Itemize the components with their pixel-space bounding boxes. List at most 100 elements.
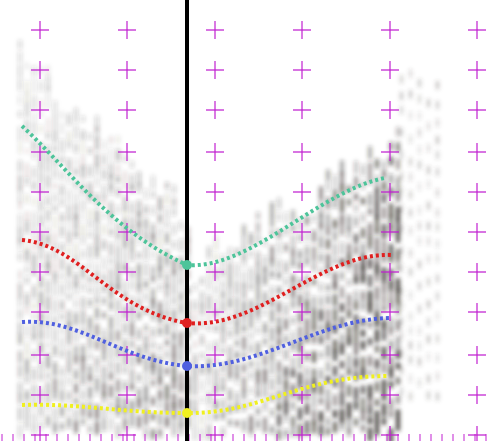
striation <box>312 393 316 409</box>
striation <box>53 361 57 377</box>
striation <box>95 262 99 275</box>
striation <box>382 251 386 263</box>
striation <box>158 213 162 224</box>
striation <box>409 249 412 258</box>
striation <box>158 326 162 336</box>
striation <box>256 359 260 376</box>
striation <box>312 309 316 323</box>
striation <box>67 322 71 339</box>
striation <box>347 402 351 419</box>
striation <box>158 313 162 324</box>
striation <box>361 397 365 412</box>
striation <box>418 206 421 215</box>
striation <box>418 260 421 269</box>
striation <box>436 254 439 263</box>
striation <box>375 215 379 226</box>
striation <box>284 349 288 360</box>
striation <box>277 402 281 412</box>
striation <box>165 232 169 244</box>
striation <box>67 417 71 429</box>
striation <box>172 258 176 275</box>
striation <box>102 285 106 293</box>
striation <box>249 360 253 368</box>
striation <box>305 351 309 361</box>
striation <box>298 294 302 308</box>
striation <box>60 139 64 154</box>
striation <box>396 302 400 316</box>
striation <box>74 299 78 309</box>
striation <box>319 424 323 437</box>
striation <box>81 356 85 373</box>
striation <box>123 420 127 431</box>
striation <box>396 142 400 152</box>
striation <box>256 327 260 334</box>
striation <box>193 283 197 291</box>
striation <box>235 280 239 295</box>
striation <box>130 322 134 338</box>
striation <box>396 159 400 170</box>
striation <box>95 307 99 319</box>
striation <box>409 208 412 217</box>
striation <box>242 325 246 333</box>
striation <box>95 115 99 132</box>
striation <box>340 316 344 328</box>
striation <box>347 368 351 376</box>
striation <box>382 346 386 360</box>
striation <box>165 350 169 359</box>
striation <box>256 407 260 415</box>
striation <box>81 344 85 361</box>
striation <box>298 339 302 353</box>
striation <box>88 244 92 259</box>
striation <box>277 213 281 221</box>
striation <box>18 252 22 261</box>
striation <box>207 263 211 280</box>
striation <box>18 187 22 203</box>
striation <box>158 237 162 254</box>
striation <box>53 344 57 356</box>
striation <box>214 252 218 263</box>
striation <box>207 278 211 291</box>
striation <box>418 94 421 103</box>
striation <box>165 261 169 270</box>
striation <box>382 418 386 425</box>
striation <box>60 350 64 358</box>
striation <box>427 166 430 175</box>
striation <box>81 310 85 326</box>
striation <box>109 201 113 218</box>
striation <box>74 256 78 268</box>
striation <box>32 180 36 191</box>
striation <box>409 135 412 144</box>
striation <box>389 300 393 310</box>
striation <box>298 261 302 270</box>
striation <box>263 309 267 316</box>
striation <box>375 410 379 423</box>
striation <box>400 331 403 340</box>
striation <box>116 262 120 276</box>
striation <box>436 392 439 401</box>
striation <box>137 415 141 429</box>
striation <box>228 247 232 262</box>
striation <box>67 204 71 220</box>
striation <box>18 309 22 320</box>
striation <box>46 415 50 427</box>
striation <box>193 381 197 396</box>
striation <box>172 224 176 235</box>
striation <box>368 321 372 329</box>
striation <box>18 160 22 173</box>
striation <box>74 107 78 123</box>
striation <box>123 218 127 233</box>
striation <box>130 250 134 262</box>
striation <box>67 231 71 244</box>
striation <box>74 143 78 154</box>
striation <box>109 174 113 190</box>
formant-point <box>182 361 192 371</box>
striation <box>165 182 169 190</box>
striation <box>46 209 50 222</box>
striation <box>158 254 162 270</box>
striation <box>172 271 176 283</box>
striation <box>53 168 57 179</box>
striation <box>361 254 365 271</box>
striation <box>109 345 113 360</box>
striation <box>179 238 183 252</box>
striation <box>382 193 386 204</box>
